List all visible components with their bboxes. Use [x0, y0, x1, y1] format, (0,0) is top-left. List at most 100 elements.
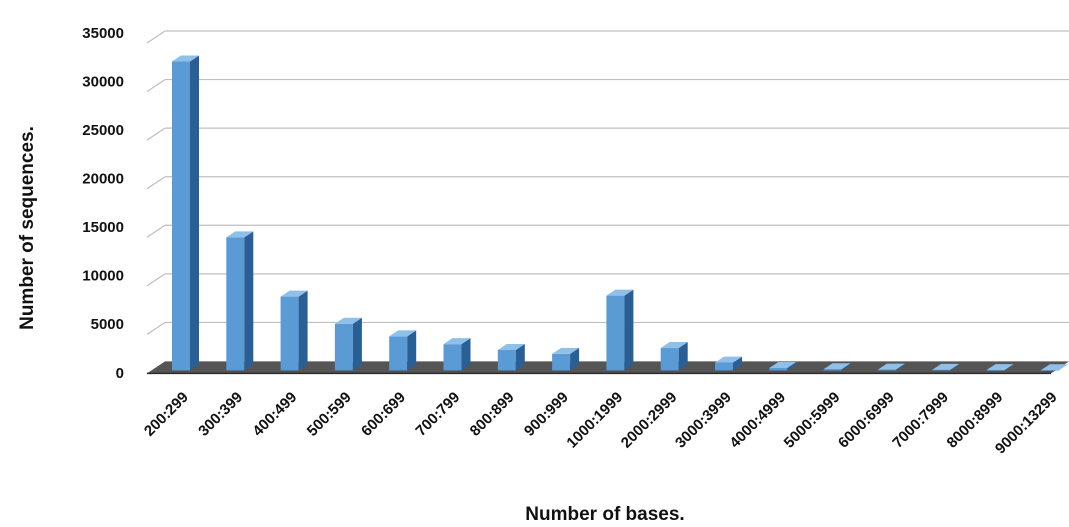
bar-top — [226, 231, 254, 238]
bar — [497, 344, 525, 371]
x-tick-label: 1000:1999 — [563, 389, 626, 452]
bar-front — [769, 367, 788, 371]
bar-top — [443, 338, 471, 345]
bar-side — [950, 363, 960, 371]
bar-top — [986, 364, 1014, 371]
y-tick-label: 35000 — [82, 25, 124, 42]
bar-top — [715, 356, 742, 363]
bars — [172, 55, 1068, 371]
x-axis-ticks: 200:299 300:399 400:499 500:599 600:699 700:7… — [141, 389, 1061, 458]
bar-side — [570, 347, 580, 371]
bar-side — [461, 338, 471, 371]
y-axis-ticks: 0 5000 10000 15000 20000 25000 30000 35000 — [82, 25, 124, 382]
bar — [715, 356, 742, 371]
bar-top — [172, 55, 199, 62]
x-axis-title: Number of bases. — [525, 504, 684, 525]
y-tick-label: 20000 — [82, 171, 124, 188]
bar-side — [1058, 364, 1068, 371]
bar — [389, 330, 417, 371]
bar-top — [1040, 364, 1068, 371]
bar-top — [552, 347, 580, 354]
bar-top — [877, 363, 905, 370]
bar-front — [389, 336, 408, 371]
gridline-side — [146, 273, 166, 287]
x-tick-label: 500:599 — [304, 389, 355, 440]
bar — [1040, 364, 1068, 371]
bar-side — [841, 363, 851, 371]
bar-side — [733, 356, 742, 371]
bar — [226, 231, 254, 371]
bar-top — [389, 330, 417, 337]
y-tick-label: 25000 — [82, 122, 124, 139]
bar-side — [190, 55, 199, 371]
bar — [552, 347, 580, 371]
bar — [443, 338, 471, 371]
bar — [334, 317, 362, 371]
x-tick-label: 700:799 — [412, 389, 463, 440]
x-tick-label: 7000:7999 — [889, 389, 952, 452]
bar-side — [678, 342, 688, 371]
y-axis-title: Number of sequences. — [17, 126, 38, 330]
y-tick-label: 15000 — [82, 219, 124, 236]
bar-front — [823, 369, 842, 371]
x-tick-label: 5000:5999 — [781, 389, 844, 452]
bar-front — [226, 237, 245, 371]
x-tick-label: 3000:3999 — [672, 389, 735, 452]
bar-top — [606, 289, 634, 296]
bar — [172, 55, 199, 371]
bar — [932, 363, 960, 371]
bar-side — [407, 330, 417, 371]
gridline-side — [146, 224, 166, 238]
bar-front — [715, 362, 733, 371]
gridline-side — [146, 127, 166, 141]
bar-front — [497, 350, 516, 371]
bar-front — [932, 369, 951, 371]
bar-side — [298, 290, 308, 371]
bar-top — [823, 363, 851, 370]
bar-front — [660, 348, 679, 371]
x-tick-label: 600:699 — [358, 389, 409, 440]
bar-front — [334, 323, 353, 371]
bar-side — [515, 344, 525, 371]
bar-side — [244, 231, 254, 371]
gridline-side — [146, 30, 166, 44]
gridline-side — [146, 176, 166, 190]
bar-top — [334, 317, 362, 324]
bar-side — [895, 363, 905, 371]
x-tick-label: 800:899 — [467, 389, 518, 440]
bar-front — [443, 344, 462, 371]
y-tick-label: 10000 — [82, 268, 124, 285]
x-tick-label: 4000:4999 — [726, 389, 789, 452]
bar — [280, 290, 308, 371]
bar-side — [1004, 364, 1014, 371]
bar-top — [280, 290, 308, 297]
bar — [660, 342, 688, 371]
y-tick-label: 0 — [116, 365, 124, 382]
bar-front — [986, 370, 1005, 371]
bar-top — [660, 342, 688, 349]
gridlines — [146, 30, 1069, 335]
bar-front — [606, 295, 625, 371]
x-tick-label: 6000:6999 — [835, 389, 898, 452]
x-tick-label: 400:499 — [249, 389, 300, 440]
bar-front — [552, 353, 571, 371]
bar-front — [172, 61, 190, 371]
gridline-side — [146, 321, 166, 335]
x-tick-label: 2000:2999 — [618, 389, 681, 452]
bar-side — [624, 289, 634, 371]
bar-side — [352, 317, 362, 371]
bar-top — [497, 344, 525, 350]
bar-front — [280, 296, 299, 371]
bar-side — [787, 361, 797, 371]
bar-front — [1040, 370, 1059, 371]
bar-top — [932, 363, 960, 370]
bar-front — [877, 369, 896, 371]
y-tick-label: 30000 — [82, 73, 124, 90]
bar-top — [769, 361, 797, 368]
x-tick-label: 900:999 — [521, 389, 572, 440]
bar — [877, 363, 905, 371]
y-tick-label: 5000 — [91, 316, 124, 333]
bar — [769, 361, 797, 371]
